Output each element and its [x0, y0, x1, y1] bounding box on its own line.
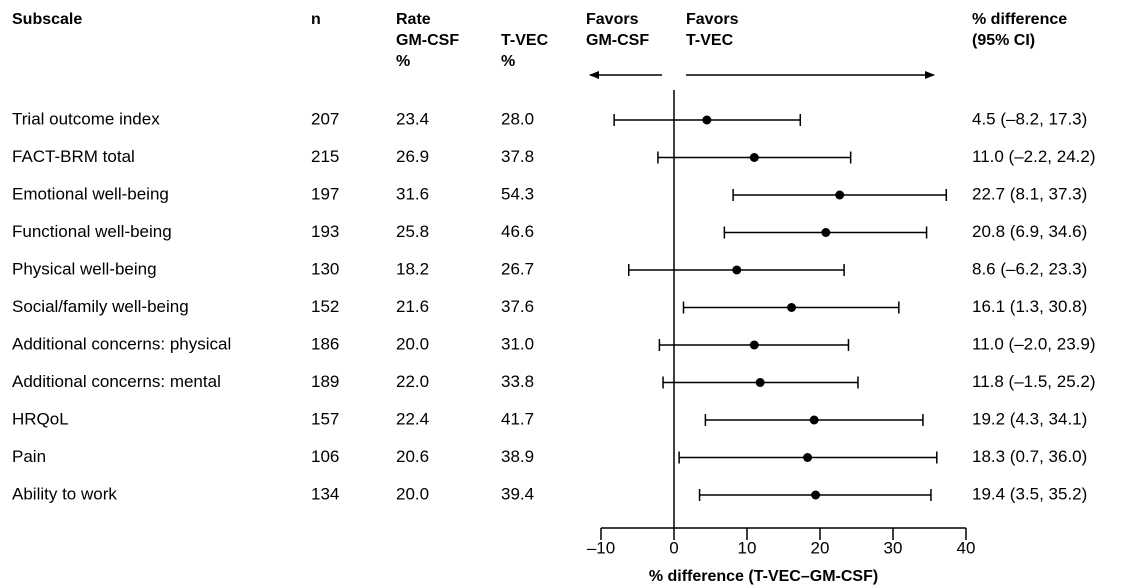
rate-tvec: 46.6 — [501, 222, 534, 241]
rate-gmcsf: 26.9 — [396, 147, 429, 166]
x-tick-label: 40 — [957, 538, 976, 557]
x-axis-label: % difference (T-VEC–GM-CSF) — [649, 568, 878, 585]
rate-gmcsf: 18.2 — [396, 259, 429, 278]
value-label: 11.8 (–1.5, 25.2) — [972, 372, 1096, 391]
rate-gmcsf: 22.4 — [396, 409, 429, 428]
column-header: T-VEC — [686, 32, 734, 49]
rate-gmcsf: 20.6 — [396, 447, 429, 466]
subscale-label: Pain — [12, 447, 46, 466]
rate-gmcsf: 31.6 — [396, 184, 429, 203]
point-estimate — [803, 453, 813, 462]
rate-tvec: 28.0 — [501, 109, 534, 128]
column-header: (95% CI) — [972, 32, 1035, 49]
n-value: 152 — [311, 297, 339, 316]
subscale-label: FACT-BRM total — [12, 147, 135, 166]
point-estimate — [732, 265, 742, 275]
rate-tvec: 37.6 — [501, 297, 534, 316]
subscale-label: Social/family well-being — [12, 297, 189, 316]
x-tick-label: –10 — [587, 538, 615, 557]
column-header: Rate — [396, 11, 431, 28]
column-header: Favors — [586, 11, 639, 28]
x-tick-label: 20 — [811, 538, 830, 557]
point-estimate — [702, 115, 712, 125]
column-header: % — [501, 53, 515, 70]
column-header: T-VEC — [501, 32, 549, 49]
subscale-label: Trial outcome index — [12, 109, 160, 128]
value-label: 18.3 (0.7, 36.0) — [972, 447, 1087, 466]
column-header: GM-CSF — [396, 32, 459, 49]
value-label: 19.2 (4.3, 34.1) — [972, 409, 1087, 428]
point-estimate — [821, 228, 831, 237]
rate-tvec: 33.8 — [501, 372, 534, 391]
n-value: 106 — [311, 447, 339, 466]
value-label: 11.0 (–2.2, 24.2) — [972, 147, 1096, 166]
point-estimate — [809, 415, 819, 425]
n-value: 207 — [311, 109, 339, 128]
point-estimate — [787, 303, 797, 312]
x-tick-label: 30 — [884, 538, 903, 557]
subscale-label: HRQoL — [12, 409, 69, 428]
n-value: 193 — [311, 222, 339, 241]
x-tick-label: 10 — [738, 538, 757, 557]
subscale-label: Functional well-being — [12, 222, 172, 241]
subscale-label: Physical well-being — [12, 259, 157, 278]
rate-tvec: 54.3 — [501, 184, 534, 203]
value-label: 11.0 (–2.0, 23.9) — [972, 334, 1096, 353]
value-label: 19.4 (3.5, 35.2) — [972, 484, 1087, 503]
column-header: Favors — [686, 11, 739, 28]
subscale-label: Ability to work — [12, 484, 117, 503]
rate-tvec: 38.9 — [501, 447, 534, 466]
rate-tvec: 39.4 — [501, 484, 534, 503]
rate-tvec: 37.8 — [501, 147, 534, 166]
value-label: 16.1 (1.3, 30.8) — [972, 297, 1087, 316]
point-estimate — [835, 190, 845, 200]
point-estimate — [749, 340, 759, 350]
subscale-label: Emotional well-being — [12, 184, 169, 203]
rate-gmcsf: 21.6 — [396, 297, 429, 316]
point-estimate — [811, 490, 821, 500]
column-header: Subscale — [12, 11, 82, 28]
column-header: % difference — [972, 11, 1067, 28]
subscale-label: Additional concerns: mental — [12, 372, 221, 391]
rate-gmcsf: 20.0 — [396, 334, 429, 353]
value-label: 22.7 (8.1, 37.3) — [972, 184, 1087, 203]
subscale-label: Additional concerns: physical — [12, 334, 231, 353]
n-value: 157 — [311, 409, 339, 428]
n-value: 189 — [311, 372, 339, 391]
value-label: 8.6 (–6.2, 23.3) — [972, 259, 1087, 278]
n-value: 197 — [311, 184, 339, 203]
rate-gmcsf: 25.8 — [396, 222, 429, 241]
n-value: 215 — [311, 147, 339, 166]
rate-tvec: 31.0 — [501, 334, 534, 353]
n-value: 134 — [311, 484, 339, 503]
value-label: 20.8 (6.9, 34.6) — [972, 222, 1087, 241]
point-estimate — [749, 153, 759, 162]
value-label: 4.5 (–8.2, 17.3) — [972, 109, 1087, 128]
column-header: n — [311, 11, 321, 28]
column-header: % — [396, 53, 410, 70]
rate-gmcsf: 22.0 — [396, 372, 429, 391]
rate-gmcsf: 23.4 — [396, 109, 429, 128]
rate-tvec: 41.7 — [501, 409, 534, 428]
rate-tvec: 26.7 — [501, 259, 534, 278]
x-tick-label: 0 — [669, 538, 678, 557]
rate-gmcsf: 20.0 — [396, 484, 429, 503]
n-value: 186 — [311, 334, 339, 353]
n-value: 130 — [311, 259, 339, 278]
column-header: GM-CSF — [586, 32, 649, 49]
point-estimate — [755, 378, 765, 387]
